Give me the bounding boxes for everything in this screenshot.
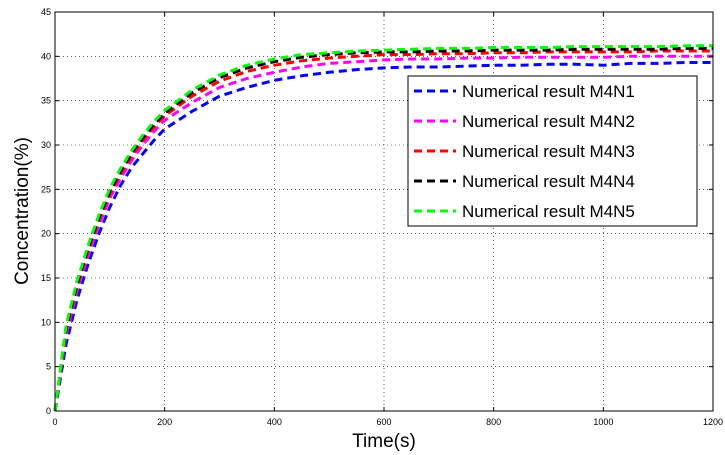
y-tick-label: 40 bbox=[41, 51, 51, 61]
x-tick-label: 200 bbox=[157, 417, 172, 427]
legend-label-3: Numerical result M4N3 bbox=[462, 142, 635, 161]
y-tick-label: 5 bbox=[46, 362, 51, 372]
x-tick-labels: 0 200 400 600 800 1000 1200 bbox=[52, 12, 723, 427]
legend-box bbox=[407, 75, 698, 227]
x-tick-label: 600 bbox=[376, 417, 391, 427]
y-tick-label: 0 bbox=[46, 406, 51, 416]
y-tick-label: 10 bbox=[41, 317, 51, 327]
x-tick-label: 400 bbox=[267, 417, 282, 427]
y-tick-label: 30 bbox=[41, 140, 51, 150]
y-tick-label: 45 bbox=[41, 7, 51, 17]
series-line-1 bbox=[53, 61, 713, 412]
x-tick-label: 1000 bbox=[593, 417, 613, 427]
legend-label-4: Numerical result M4N4 bbox=[462, 172, 635, 191]
series-group bbox=[53, 44, 713, 412]
y-tick-label: 35 bbox=[41, 96, 51, 106]
x-tick-label: 800 bbox=[486, 417, 501, 427]
legend: Numerical result M4N1 Numerical result M4… bbox=[407, 75, 698, 227]
y-tick-labels: 0 5 10 15 20 25 30 35 40 45 bbox=[41, 7, 713, 416]
x-tick-label: 0 bbox=[52, 417, 57, 427]
y-axis-label: Concentration(%) bbox=[12, 137, 33, 285]
y-tick-label: 25 bbox=[41, 184, 51, 194]
x-tick-label: 1200 bbox=[703, 417, 723, 427]
y-tick-label: 15 bbox=[41, 273, 51, 283]
x-axis-label: Time(s) bbox=[352, 431, 416, 452]
legend-label-1: Numerical result M4N1 bbox=[462, 82, 635, 101]
y-tick-label: 20 bbox=[41, 229, 51, 239]
legend-label-2: Numerical result M4N2 bbox=[462, 112, 635, 131]
legend-label-5: Numerical result M4N5 bbox=[462, 202, 635, 221]
